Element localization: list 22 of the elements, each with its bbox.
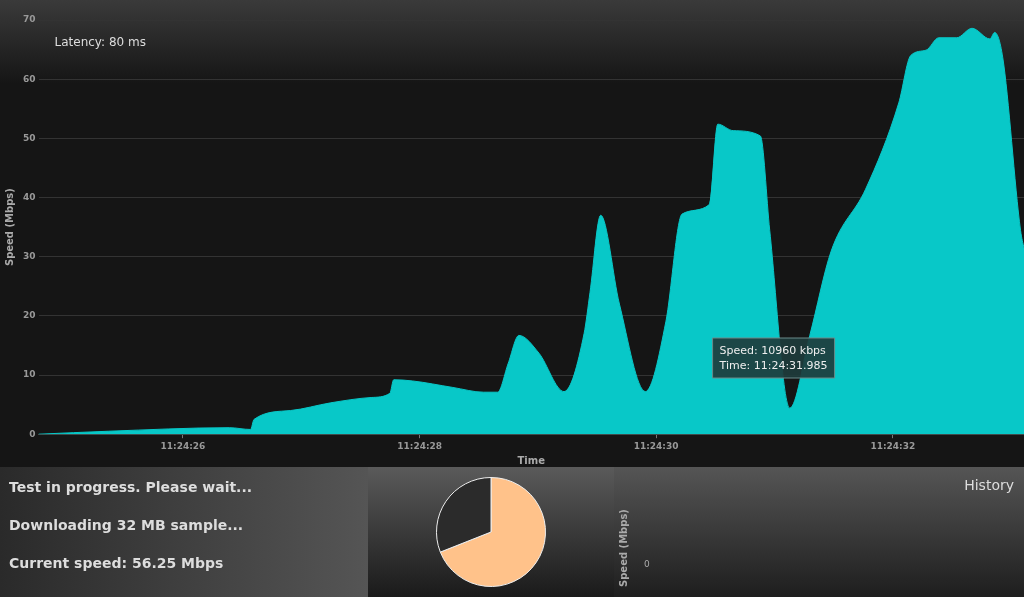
y-tick-label: 10 — [22, 369, 36, 380]
x-tick-label: 11:24:28 — [397, 440, 443, 451]
text: Test in progress. Please wait... — [9, 479, 254, 495]
y-tick-label: 20 — [22, 310, 36, 321]
y-tick-label: 70 — [22, 14, 36, 25]
x-tick-label: 11:24:32 — [870, 440, 916, 451]
text: History — [964, 477, 1014, 493]
text: 0 — [644, 559, 650, 569]
y-tick-label: 0 — [29, 428, 36, 439]
x-tick-label: 11:24:26 — [160, 440, 206, 451]
x-tick-label: 11:24:30 — [633, 440, 679, 451]
y-axis-title: Speed (Mbps) — [3, 188, 15, 267]
text: Latency: 80 ms — [54, 35, 146, 50]
y-tick-label: 40 — [22, 191, 36, 202]
y-tick-label: 30 — [22, 251, 36, 262]
annotation: Speed: 10960 kbps Time: 11:24:31.985 — [718, 343, 828, 372]
text: Current speed: 56.25 Mbps — [9, 555, 225, 571]
text: Downloading 32 MB sample... — [9, 517, 245, 533]
y-tick-label: 50 — [22, 132, 36, 143]
y-tick-label: 60 — [22, 73, 36, 84]
text: Speed (Mbps) — [618, 509, 629, 587]
x-axis-title: Time — [517, 454, 546, 466]
